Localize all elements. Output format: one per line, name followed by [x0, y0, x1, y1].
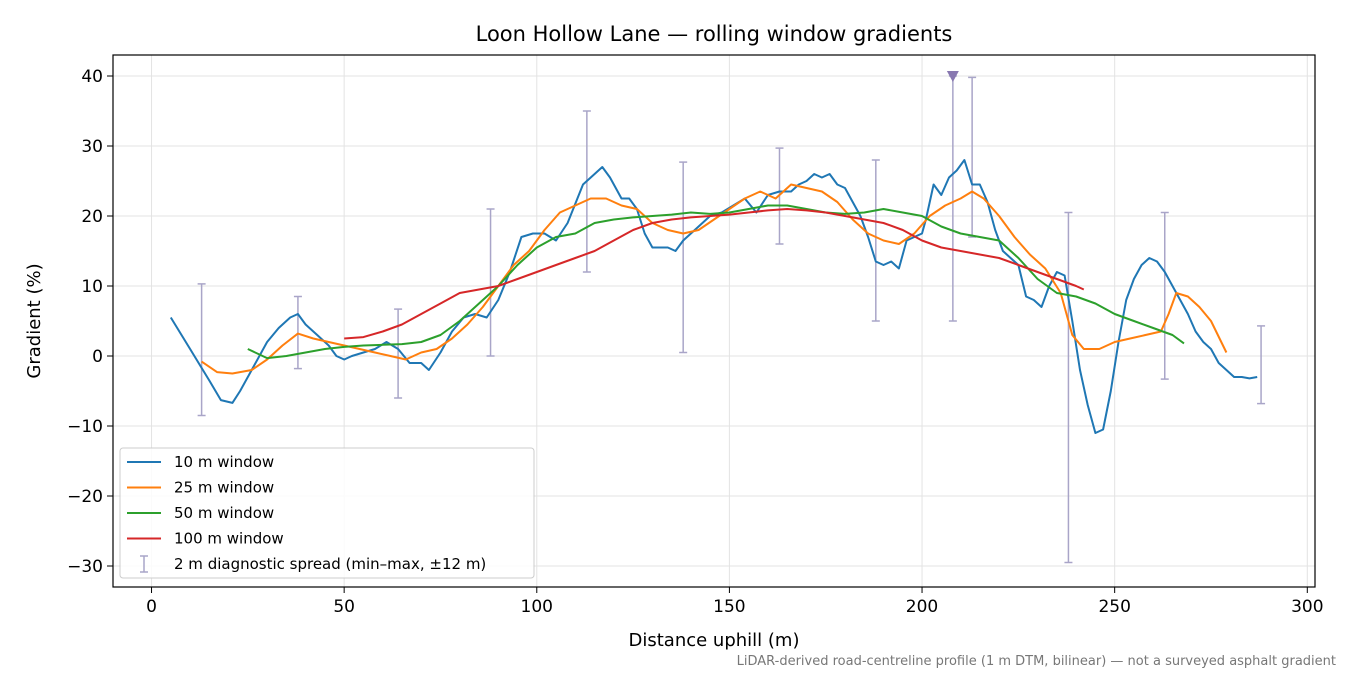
x-axis-label: Distance uphill (m): [629, 630, 800, 651]
y-tick-label: 10: [81, 277, 103, 297]
legend-frame: [119, 447, 535, 579]
diagnostic-spread-bar: [1064, 211, 1073, 564]
x-tick-label: 200: [906, 597, 938, 617]
series-line-100-m-window: [344, 208, 1085, 340]
clip-markers: [946, 71, 959, 82]
x-tick-label: 150: [713, 597, 745, 617]
diagnostic-spread-bar: [293, 295, 302, 370]
chart-title: Loon Hollow Lane — rolling window gradie…: [476, 22, 953, 46]
diagnostic-spread-bar: [948, 75, 957, 322]
series-line-50-m-window: [247, 204, 1185, 360]
y-tick-label: 0: [92, 347, 103, 367]
diagnostic-spread-bar: [1257, 325, 1266, 405]
axis-ticks: 0 50 100 150 200 250 300 −30 −20 −10 0 10 20 30 40: [67, 67, 1323, 617]
plot-frame: [112, 54, 1316, 588]
y-tick-label: 20: [81, 207, 103, 227]
diagnostic-spread-bar: [871, 159, 880, 322]
series-lines: [169, 159, 1258, 434]
y-tick-label: −30: [67, 557, 103, 577]
footnote: LiDAR-derived road-centreline profile (1…: [737, 654, 1336, 669]
y-axis-label: Gradient (%): [24, 263, 45, 378]
x-tick-label: 0: [146, 597, 157, 617]
y-tick-label: −10: [67, 417, 103, 437]
legend-label: 100 m window: [174, 530, 284, 548]
x-tick-label: 50: [333, 597, 355, 617]
diagnostic-spread-bar: [679, 161, 688, 354]
diagnostic-spread-bar: [486, 208, 495, 357]
diagnostic-spread-bar: [394, 308, 403, 399]
diagnostic-spread-bar: [968, 76, 977, 238]
y-tick-label: 40: [81, 67, 103, 87]
legend-label: 50 m window: [174, 504, 274, 522]
series-line-10-m-window: [169, 159, 1258, 434]
legend-label: 25 m window: [174, 479, 274, 497]
series-line-25-m-window: [201, 183, 1228, 375]
diagnostic-spread-bars: [197, 75, 1266, 564]
legend-label: 10 m window: [174, 453, 274, 471]
x-tick-label: 100: [521, 597, 553, 617]
clip-marker-triangle: [946, 71, 959, 82]
diagnostic-spread-bar: [582, 110, 591, 273]
legend: 10 m window 25 m window 50 m window 100 m w…: [119, 447, 535, 579]
diagnostic-spread-bar: [197, 283, 206, 417]
x-tick-label: 250: [1098, 597, 1130, 617]
y-tick-label: −20: [67, 487, 103, 507]
x-tick-label: 300: [1291, 597, 1323, 617]
y-tick-label: 30: [81, 137, 103, 157]
diagnostic-spread-bar: [1160, 211, 1169, 380]
legend-label: 2 m diagnostic spread (min–max, ±12 m): [174, 555, 486, 573]
